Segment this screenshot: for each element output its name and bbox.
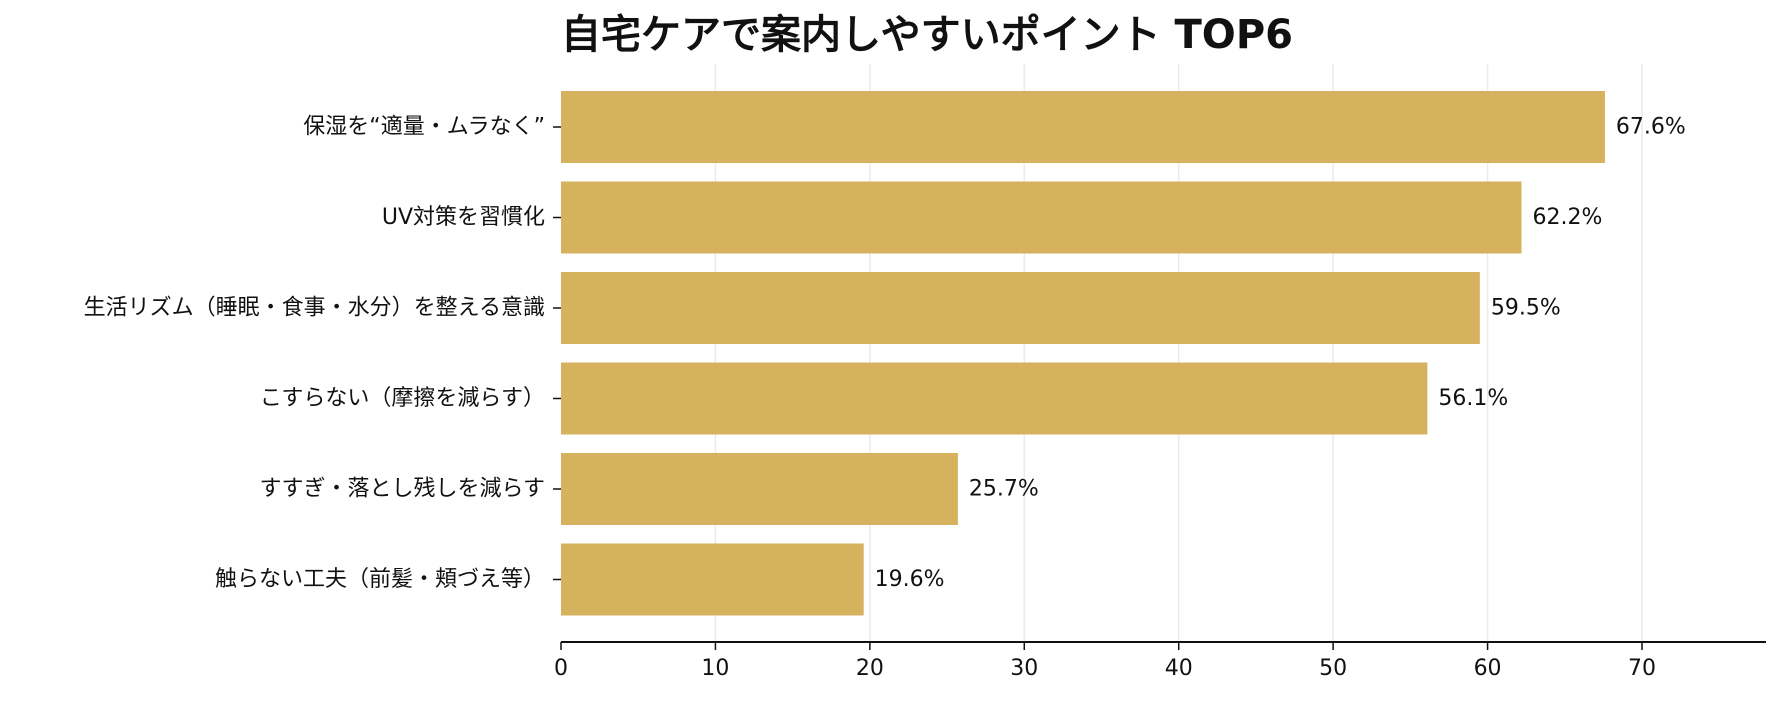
value-label-4: 25.7% xyxy=(969,477,1039,502)
category-label-5: 触らない工夫（前髪・頬づえ等） xyxy=(215,567,545,592)
category-label-0: 保湿を“適量・ムラなく” xyxy=(303,115,545,140)
value-label-1: 62.2% xyxy=(1533,205,1603,230)
category-label-3: こすらない（摩擦を減らす） xyxy=(260,386,545,411)
x-tick-label-40: 40 xyxy=(1165,656,1193,681)
axis-layer xyxy=(553,126,1766,650)
bar-1 xyxy=(561,181,1522,254)
x-tick-label-50: 50 xyxy=(1319,656,1347,681)
category-label-4: すすぎ・落とし残しを減らす xyxy=(259,477,545,502)
x-tick-label-0: 0 xyxy=(554,656,568,681)
value-label-5: 19.6% xyxy=(875,567,945,592)
x-tick-label-10: 10 xyxy=(701,656,729,681)
labels-layer: 保湿を“適量・ムラなく” 67.6% UV対策を習慣化 62.2% 生活リズム（睡眠・食… xyxy=(84,115,1686,682)
value-label-2: 59.5% xyxy=(1491,296,1561,321)
bars-layer xyxy=(561,91,1605,616)
bar-0 xyxy=(561,91,1605,163)
chart-title: 自宅ケアで案内しやすいポイント TOP6 xyxy=(561,12,1293,58)
category-label-2: 生活リズム（睡眠・食事・水分）を整える意識 xyxy=(84,296,545,321)
x-tick-label-60: 60 xyxy=(1474,656,1502,681)
value-label-3: 56.1% xyxy=(1438,386,1508,411)
x-tick-label-20: 20 xyxy=(856,656,884,681)
bar-3 xyxy=(561,362,1428,435)
bar-5 xyxy=(561,543,864,616)
x-tick-label-70: 70 xyxy=(1628,656,1656,681)
x-tick-label-30: 30 xyxy=(1010,656,1038,681)
category-label-1: UV対策を習慣化 xyxy=(382,205,545,230)
bar-4 xyxy=(561,453,958,525)
bar-2 xyxy=(561,272,1480,344)
value-label-0: 67.6% xyxy=(1616,115,1686,140)
